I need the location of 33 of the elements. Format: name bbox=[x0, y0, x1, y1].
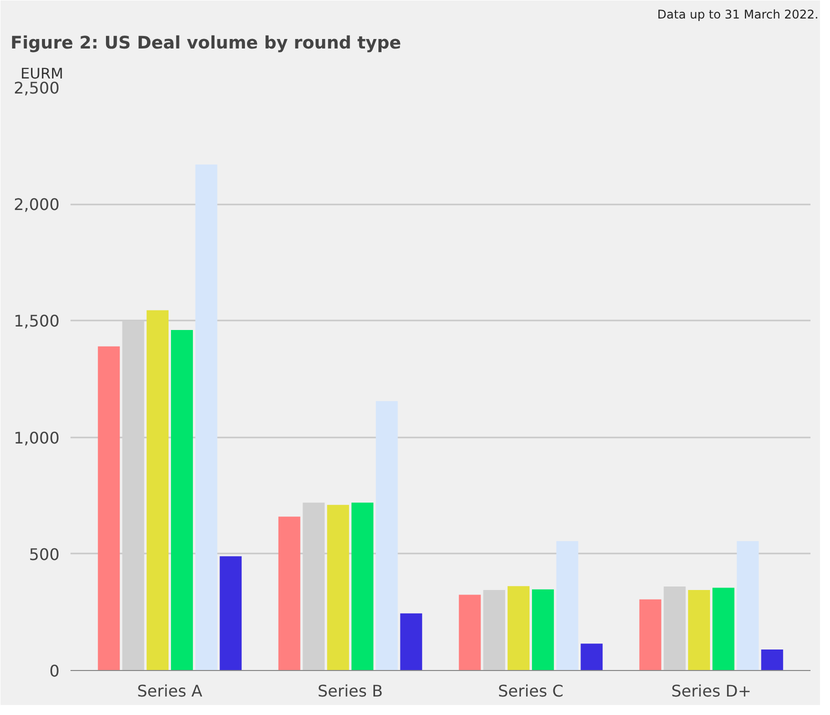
bar bbox=[580, 644, 603, 670]
bar bbox=[736, 541, 759, 670]
bar bbox=[400, 613, 422, 670]
y-tick-label: 0 bbox=[49, 662, 60, 680]
bar bbox=[195, 164, 218, 670]
x-tick-label: Series B bbox=[318, 682, 383, 700]
text: Data up to 31 March 2022. bbox=[657, 8, 819, 22]
bar bbox=[220, 556, 242, 670]
bar bbox=[327, 504, 350, 670]
bar bbox=[556, 541, 578, 670]
bar bbox=[688, 590, 710, 670]
bar bbox=[639, 599, 662, 670]
y-tick-label: 500 bbox=[28, 544, 60, 564]
bar bbox=[351, 502, 374, 670]
bar bbox=[458, 594, 481, 670]
bar bbox=[98, 346, 120, 670]
bar bbox=[146, 310, 169, 670]
x-tick-label: Series C bbox=[498, 682, 564, 700]
bar bbox=[664, 586, 686, 670]
bar bbox=[483, 590, 506, 670]
y-tick-label: 1,000 bbox=[14, 428, 60, 448]
bar bbox=[278, 516, 300, 670]
x-tick-label: Series A bbox=[137, 682, 202, 700]
bar bbox=[532, 589, 554, 670]
bar bbox=[376, 401, 398, 670]
bar bbox=[761, 650, 784, 670]
bar bbox=[508, 586, 530, 670]
bar bbox=[170, 330, 193, 670]
x-tick-label: Series D+ bbox=[671, 682, 752, 700]
y-tick-label: 1,500 bbox=[14, 312, 60, 331]
bar bbox=[712, 588, 734, 670]
y-tick-label: 2,000 bbox=[14, 195, 60, 214]
chart-title: Figure 2: US Deal volume by round type bbox=[10, 34, 402, 54]
